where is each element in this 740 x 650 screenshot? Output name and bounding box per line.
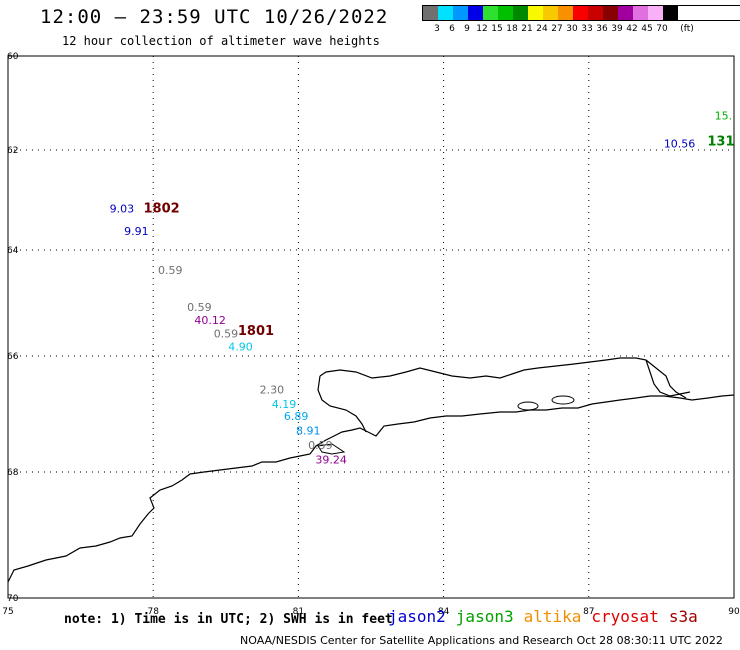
legend-label: 24	[536, 24, 548, 34]
legend-label: 45	[641, 24, 653, 34]
wave-height-value: 2.30	[260, 384, 285, 397]
legend-label: 21	[521, 24, 533, 34]
wave-height-value: 15.	[715, 109, 733, 122]
wave-height-value: 8.91	[296, 424, 321, 437]
satellite-name: jason2	[388, 607, 446, 626]
lon-tick-label: 78	[147, 607, 159, 617]
wave-height-value: 9.91	[124, 225, 149, 238]
legend-swatch	[423, 6, 438, 20]
legend-swatch	[633, 6, 648, 20]
legend-swatch	[648, 6, 663, 20]
wave-height-value: 0.59	[214, 327, 239, 340]
map-title: 12:00 – 23:59 UTC 10/26/2022	[40, 6, 389, 28]
wave-height-value: 0.59	[187, 301, 212, 314]
satellite-name: altika	[523, 607, 582, 626]
wave-height-value: 40.12	[194, 314, 226, 327]
wave-height-value: 0.59	[158, 264, 183, 277]
lon-tick-label: 84	[438, 607, 450, 617]
wave-height-value: 10.56	[664, 138, 696, 151]
legend-label: 30	[566, 24, 578, 34]
legend-swatch	[468, 6, 483, 20]
legend-label: 3	[434, 24, 440, 34]
lon-tick-label: 81	[293, 607, 304, 617]
pass-number-label: 131	[707, 134, 734, 149]
wave-height-value: 6.89	[284, 410, 309, 423]
legend-label: 39	[611, 24, 623, 34]
legend-swatch	[618, 6, 633, 20]
pass-number-label: 1802	[144, 202, 180, 217]
lat-tick-label: 60	[7, 52, 19, 62]
lat-tick-label: 66	[7, 352, 19, 362]
legend-swatch	[588, 6, 603, 20]
lon-tick-label: 75	[2, 607, 13, 617]
legend-swatch	[663, 6, 678, 20]
wave-height-value: 0.59	[308, 439, 333, 452]
legend-label: 15	[491, 24, 503, 34]
wave-height-value: 4.19	[272, 398, 297, 411]
legend-unit: (ft)	[680, 24, 694, 34]
legend-labels: 3 6 9 12 15 18 21 24 27 30 33 36 39 42 45 70 (ft)	[422, 24, 740, 36]
legend-swatch	[453, 6, 468, 20]
coastline	[7, 357, 735, 583]
lat-tick-label: 68	[7, 468, 19, 478]
legend-swatch	[558, 6, 573, 20]
satellite-name: s3a	[668, 607, 698, 626]
footer-credit: NOAA/NESDIS Center for Satellite Applica…	[240, 634, 723, 647]
lat-tick-label: 70	[7, 594, 19, 604]
satellite-name: cryosat	[591, 607, 659, 626]
legend-label: 36	[596, 24, 608, 34]
legend-swatch	[543, 6, 558, 20]
legend-swatch	[438, 6, 453, 20]
legend-swatch	[498, 6, 513, 20]
legend-label: 18	[506, 24, 518, 34]
satellite-legend: jason2 jason3 altika cryosat s3a	[388, 607, 708, 626]
legend-label: 70	[656, 24, 668, 34]
legend-swatch	[483, 6, 498, 20]
wave-height-observations: 15.10.569.039.910.590.5940.120.594.902.3…	[110, 109, 733, 466]
legend-label: 6	[449, 24, 455, 34]
satellite-name: jason3	[455, 607, 514, 626]
legend-label: 27	[551, 24, 563, 34]
legend-swatch	[573, 6, 588, 20]
wave-height-value: 39.24	[315, 453, 347, 466]
legend-swatch	[603, 6, 618, 20]
map-subtitle: 12 hour collection of altimeter wave hei…	[62, 34, 380, 48]
wave-height-value: 9.03	[110, 203, 135, 216]
lat-tick-label: 62	[7, 146, 18, 156]
pass-number-label: 1801	[238, 324, 274, 339]
lat-tick-label: 64	[7, 246, 19, 256]
legend-label: 12	[476, 24, 488, 34]
legend-swatch	[528, 6, 543, 20]
legend-swatch	[513, 6, 528, 20]
wave-height-value: 4.90	[228, 341, 253, 354]
legend-label: 42	[626, 24, 638, 34]
map-frame	[7, 55, 735, 599]
footer-note: note: 1) Time is in UTC; 2) SWH is in fe…	[64, 612, 393, 627]
legend-label: 9	[464, 24, 470, 34]
map-grid: 75 78 81 84 87 90 60 62 64 66 68 70	[2, 52, 740, 617]
lon-tick-label: 87	[583, 607, 594, 617]
legend-label: 33	[581, 24, 593, 34]
satellite-pass-labels: 131 1802 1801	[144, 134, 735, 338]
lon-tick-label: 90	[728, 607, 740, 617]
color-legend: 3 6 9 12 15 18 21 24 27 30 33 36 39 42 45 70 (ft)	[422, 5, 740, 36]
legend-swatches	[422, 5, 740, 21]
